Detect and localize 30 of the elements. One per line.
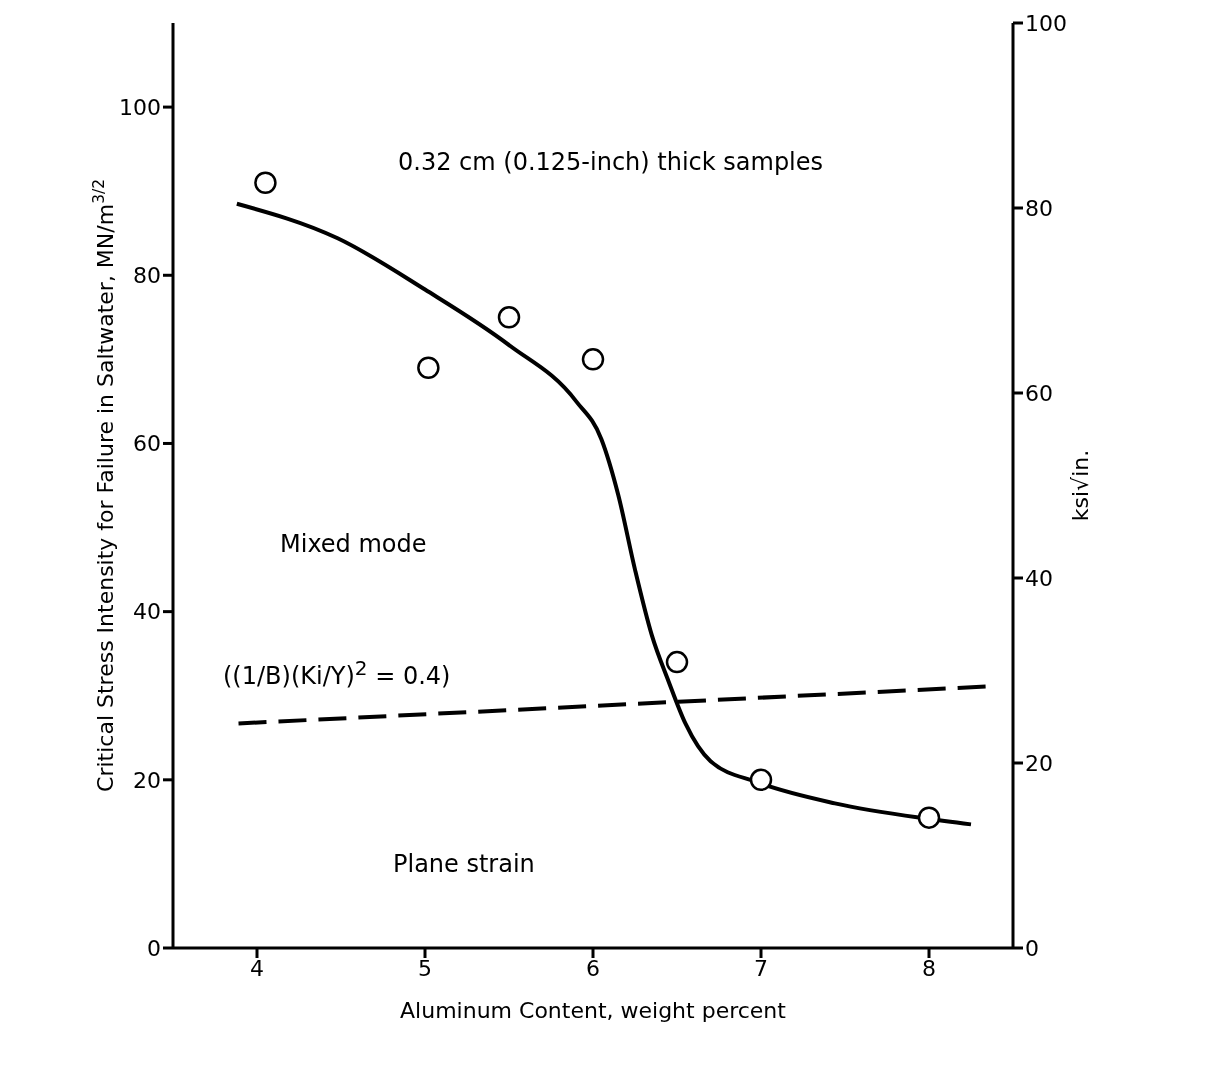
point — [581, 348, 605, 371]
annotation: Mixed mode — [280, 530, 427, 558]
y-tick-label: 20 — [133, 767, 161, 793]
y2-axis-title: ksi√in. — [1068, 449, 1093, 522]
x-tick-label: 5 — [418, 955, 432, 981]
y2-tick-label: 20 — [1025, 750, 1053, 776]
point — [917, 806, 941, 829]
x-tick-label: 8 — [922, 955, 936, 981]
y2-tick-label: 80 — [1025, 195, 1053, 221]
x-tick-label: 6 — [586, 955, 600, 981]
point — [665, 650, 689, 674]
point — [254, 171, 277, 195]
annotation: Plane strain — [393, 850, 535, 878]
y2-tick-label: 40 — [1025, 565, 1053, 591]
y-tick-label: 100 — [119, 94, 161, 120]
point — [749, 768, 773, 792]
point — [497, 306, 521, 329]
y-tick-label: 40 — [133, 599, 161, 625]
y2-tick-label: 100 — [1025, 10, 1067, 36]
y2-tick-label: 60 — [1025, 380, 1053, 406]
x-axis-title: Aluminum Content, weight percent — [400, 998, 787, 1023]
annotation: ((1/B)(Ki/Y)$^{2}$ = 0.4) — [223, 656, 451, 690]
point — [417, 356, 440, 380]
y-tick-label: 80 — [133, 263, 161, 289]
y-tick-label: 0 — [147, 935, 161, 961]
y-tick-label: 60 — [133, 431, 161, 457]
y2-tick-label: 0 — [1025, 935, 1039, 961]
annotation: 0.32 cm (0.125-inch) thick samples — [398, 148, 824, 176]
x-tick-label: 7 — [754, 955, 768, 981]
x-tick-label: 4 — [250, 955, 264, 981]
